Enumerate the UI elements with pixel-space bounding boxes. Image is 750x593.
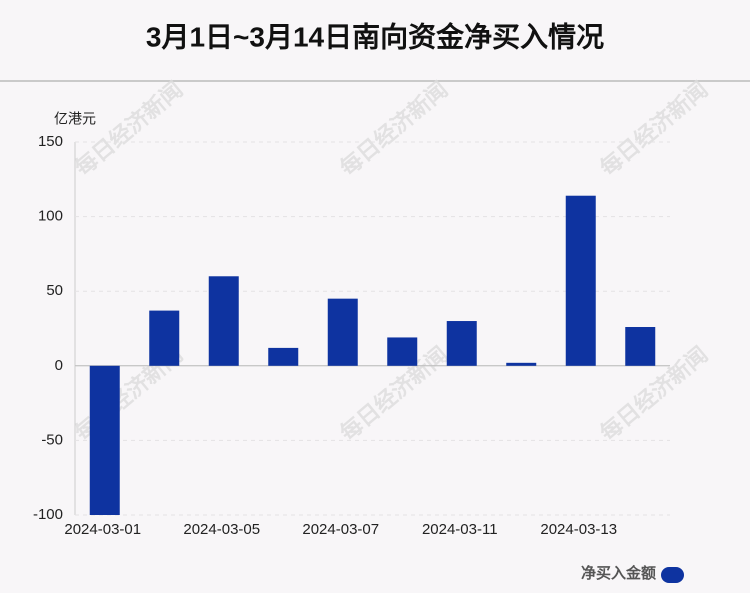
bar <box>268 347 299 366</box>
x-tick-label: 2024-03-13 <box>540 521 617 538</box>
y-tick-label: 150 <box>38 133 63 150</box>
bar <box>327 298 358 366</box>
watermark: 每日经济新闻 <box>70 77 187 181</box>
y-axis-label: 亿港元 <box>54 111 96 127</box>
legend-swatch <box>661 567 684 583</box>
bar <box>387 337 418 366</box>
y-tick-label: 50 <box>46 282 63 299</box>
watermark: 每日经济新闻 <box>335 77 452 181</box>
watermark: 每日经济新闻 <box>595 77 712 181</box>
x-tick-label: 2024-03-07 <box>302 521 379 538</box>
y-tick-label: 100 <box>38 208 63 225</box>
y-tick-label: -100 <box>33 506 63 523</box>
x-tick-label: 2024-03-05 <box>183 521 260 538</box>
bar <box>506 362 537 366</box>
legend-label: 净买入金额 <box>581 564 656 582</box>
chart-title: 3月1日~3月14日南向资金净买入情况 <box>146 20 604 52</box>
bar <box>208 276 239 366</box>
bar <box>565 195 596 366</box>
bar <box>89 365 120 515</box>
x-tick-label: 2024-03-01 <box>64 521 141 538</box>
bar <box>446 321 477 366</box>
y-tick-label: -50 <box>41 431 63 448</box>
bar <box>149 310 180 366</box>
bar <box>625 327 656 366</box>
x-tick-label: 2024-03-11 <box>422 521 498 538</box>
y-tick-label: 0 <box>55 357 63 374</box>
